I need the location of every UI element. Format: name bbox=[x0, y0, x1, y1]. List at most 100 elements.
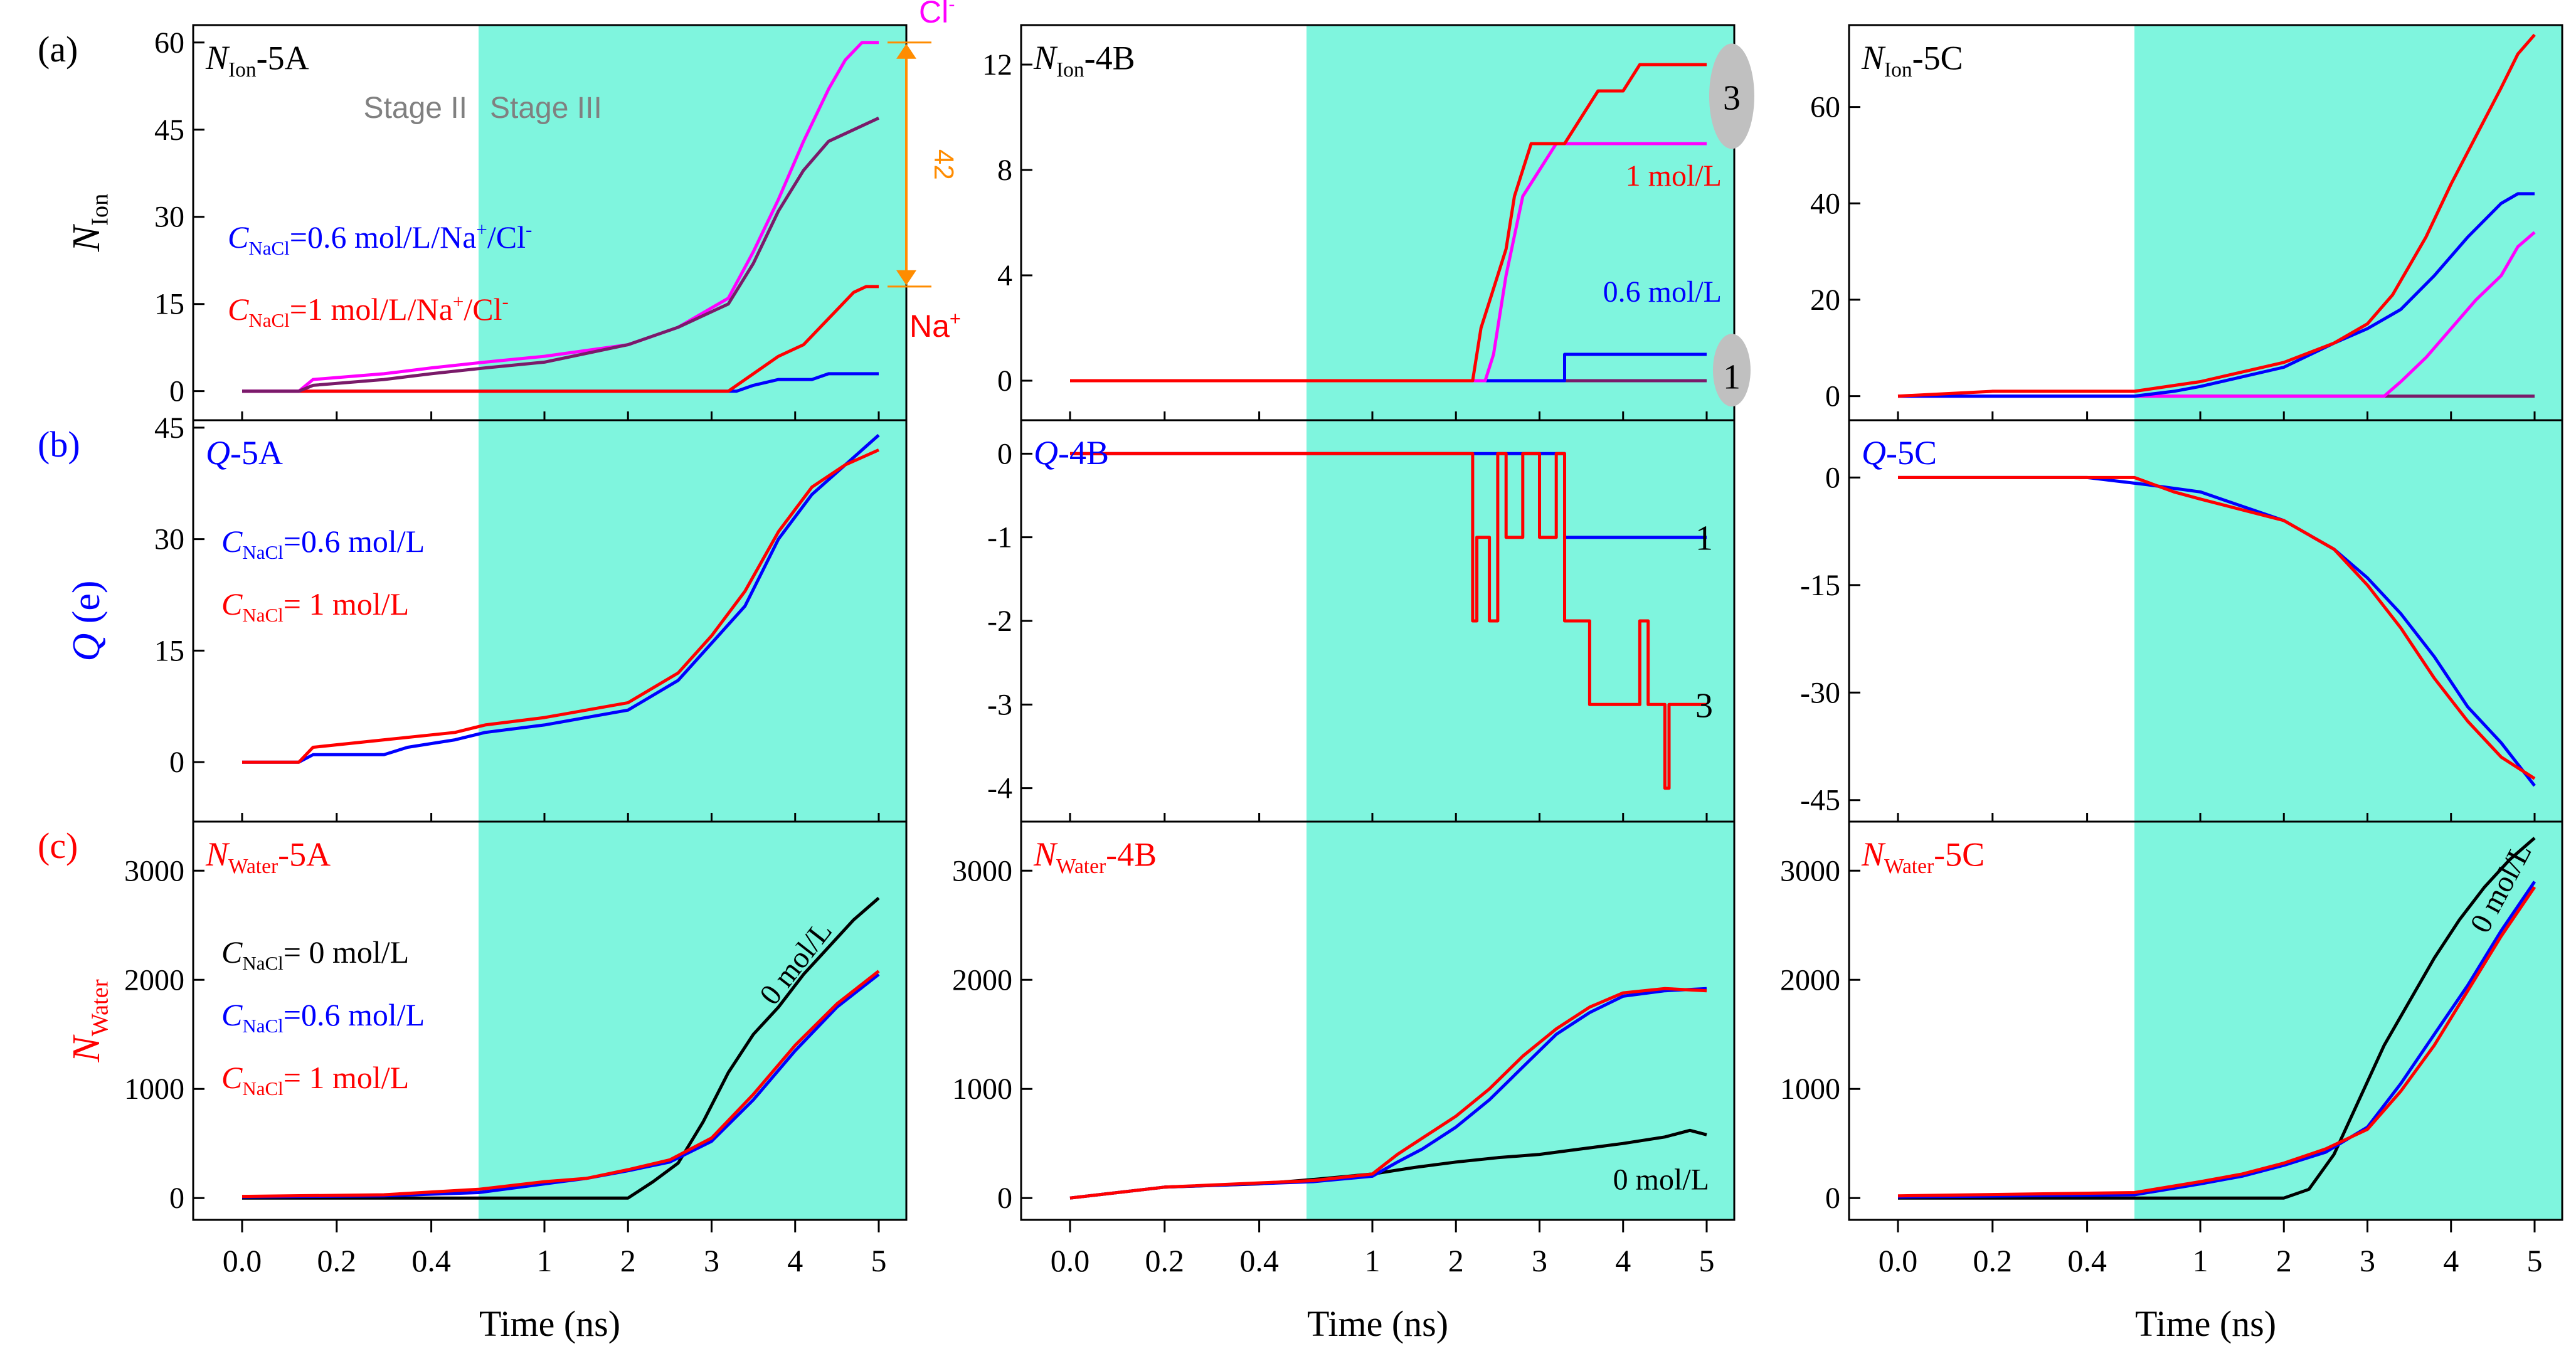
series-line-1 bbox=[241, 973, 880, 1199]
panel-frame bbox=[1848, 820, 2563, 1221]
series-line-0 bbox=[242, 896, 880, 1200]
series-line-0 bbox=[242, 433, 880, 764]
x-tick-label: 3 bbox=[704, 1243, 719, 1278]
y-axis-label: NIon bbox=[65, 194, 114, 253]
annotation-cl: Cl- bbox=[919, 0, 955, 29]
panel-title: Q-5C bbox=[1862, 434, 1937, 472]
series-line-3 bbox=[242, 116, 880, 393]
y-tick-label: 60 bbox=[154, 26, 184, 60]
series-line-2 bbox=[1897, 886, 2536, 1198]
series-line-2 bbox=[1898, 192, 2535, 398]
y-tick-label: 12 bbox=[982, 48, 1012, 82]
y-tick-label: 4 bbox=[997, 259, 1012, 292]
x-tick-label: 0.2 bbox=[317, 1243, 357, 1278]
y-tick-label: 8 bbox=[997, 154, 1012, 187]
y-tick-label: -2 bbox=[987, 605, 1012, 638]
annotation-na: Na+ bbox=[909, 307, 961, 344]
series-line-3 bbox=[1897, 33, 2536, 398]
legend-entry: CNaCl=0.6 mol/L/Na+/Cl- bbox=[228, 218, 532, 259]
x-tick-label: 3 bbox=[2360, 1243, 2375, 1278]
row-label: (c) bbox=[38, 825, 78, 866]
y-tick-label: 30 bbox=[154, 201, 184, 234]
y-tick-label: -30 bbox=[1800, 676, 1840, 709]
y-tick-label: 1000 bbox=[124, 1072, 184, 1106]
panel-title: NIon-4B bbox=[1033, 39, 1135, 82]
annotation-conc: 1 mol/L bbox=[1626, 159, 1722, 193]
arrow-head bbox=[896, 43, 916, 59]
series-line-1 bbox=[1898, 231, 2536, 398]
x-tick-label: 4 bbox=[787, 1243, 803, 1278]
series-line-1 bbox=[1070, 452, 1707, 790]
y-tick-label: 0 bbox=[997, 437, 1012, 470]
legend-entry: CNaCl=0.6 mol/L bbox=[221, 997, 425, 1037]
y-tick-label: 2000 bbox=[124, 963, 184, 997]
y-tick-label: 0 bbox=[1825, 461, 1840, 494]
y-tick-label: 30 bbox=[154, 523, 184, 556]
series-line-0 bbox=[1898, 475, 2536, 787]
y-tick-label: 60 bbox=[1810, 91, 1840, 124]
y-tick-label: -1 bbox=[987, 521, 1012, 554]
y-tick-label: 45 bbox=[154, 114, 184, 147]
panel-a1: 0 15 30 45 60 Stage II Stage III 42 bbox=[154, 24, 959, 421]
y-tick-label: 0 bbox=[169, 375, 184, 408]
series-line-3 bbox=[1070, 63, 1707, 383]
x-tick-label: 1 bbox=[2193, 1243, 2208, 1278]
series-line-1 bbox=[242, 285, 879, 393]
annotation-count: 3 bbox=[1723, 78, 1741, 117]
series-line-0 bbox=[1898, 837, 2536, 1200]
panel-title: NIon-5C bbox=[1861, 39, 1963, 82]
y-tick-label: 0 bbox=[1825, 1182, 1840, 1215]
stage-iii-region bbox=[1307, 25, 1734, 420]
arrow-head bbox=[896, 270, 916, 285]
y-axis-label: NWater bbox=[65, 979, 114, 1062]
panel-frame bbox=[1020, 820, 1736, 1221]
x-tick-label: 4 bbox=[1615, 1243, 1631, 1278]
y-tick-label: -4 bbox=[987, 772, 1012, 805]
series-line-2 bbox=[1069, 987, 1707, 1200]
panel-title: NWater-5A bbox=[205, 835, 331, 878]
x-tick-label: 1 bbox=[1365, 1243, 1381, 1278]
y-tick-label: 0 bbox=[997, 1182, 1012, 1215]
legend-entry: CNaCl= 1 mol/L bbox=[221, 1060, 409, 1099]
annotation-42: 42 bbox=[928, 149, 959, 180]
x-tick-label: 0.4 bbox=[2067, 1243, 2107, 1278]
y-tick-label: 3000 bbox=[1780, 854, 1840, 887]
highlight-ellipse bbox=[1712, 334, 1751, 407]
panel-title: NWater-4B bbox=[1033, 835, 1157, 878]
panel-title: Q-5A bbox=[206, 434, 283, 472]
y-tick-label: 40 bbox=[1810, 187, 1840, 220]
x-tick-label: 5 bbox=[2527, 1243, 2543, 1278]
annotation-count: 1 bbox=[1723, 358, 1741, 397]
stage-iii-region bbox=[1307, 822, 1734, 1220]
legend-entry: CNaCl= 0 mol/L bbox=[221, 934, 409, 974]
x-tick-label: 3 bbox=[1532, 1243, 1547, 1278]
y-tick-label: 15 bbox=[154, 288, 184, 321]
panel-title: NWater-5C bbox=[1861, 835, 1985, 878]
series-line-1 bbox=[1898, 475, 2536, 780]
x-axis-label: Time (ns) bbox=[1307, 1303, 1448, 1344]
panel-frame bbox=[192, 820, 908, 1221]
x-tick-label: 2 bbox=[620, 1243, 636, 1278]
stage-iii-region bbox=[479, 420, 906, 822]
x-tick-label: 0.4 bbox=[1239, 1243, 1279, 1278]
panel-title: Q-4B bbox=[1034, 434, 1109, 472]
x-tick-label: 5 bbox=[871, 1243, 887, 1278]
y-tick-label: 1000 bbox=[1780, 1072, 1840, 1106]
row-label: (a) bbox=[38, 29, 78, 70]
x-tick-label: 0.2 bbox=[1145, 1243, 1185, 1278]
stage-iii-region bbox=[479, 822, 906, 1220]
series-line-2 bbox=[241, 970, 880, 1199]
x-tick-label: 0.4 bbox=[411, 1243, 451, 1278]
annotation-count: 3 bbox=[1695, 686, 1713, 725]
x-axis-label: Time (ns) bbox=[2135, 1303, 2276, 1344]
legend-entry: CNaCl=0.6 mol/L bbox=[221, 524, 425, 563]
panel-a2: 0 4 8 12 3 1 mol/L 0.6 mol/L 1 bbox=[982, 24, 1754, 421]
x-tick-label: 0.0 bbox=[223, 1243, 262, 1278]
series-line-2 bbox=[1070, 142, 1707, 383]
y-tick-label: -3 bbox=[987, 688, 1012, 721]
x-tick-label: 0.0 bbox=[1879, 1243, 1918, 1278]
y-tick-label: 1000 bbox=[952, 1072, 1012, 1106]
y-tick-label: 45 bbox=[154, 411, 184, 445]
y-axis-label: Q (e) bbox=[65, 580, 108, 661]
